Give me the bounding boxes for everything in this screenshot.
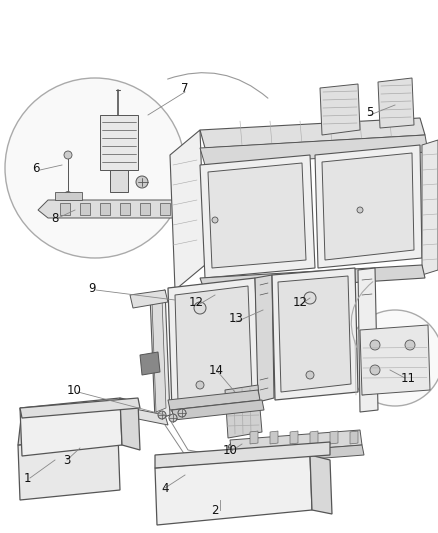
- Polygon shape: [170, 130, 205, 290]
- Circle shape: [136, 176, 148, 188]
- Text: 7: 7: [181, 82, 189, 94]
- Polygon shape: [422, 140, 438, 275]
- Circle shape: [261, 440, 268, 448]
- Text: 9: 9: [88, 281, 96, 295]
- Circle shape: [64, 151, 72, 159]
- Circle shape: [5, 78, 185, 258]
- Polygon shape: [255, 275, 274, 402]
- Polygon shape: [110, 170, 128, 192]
- Polygon shape: [250, 431, 258, 444]
- Polygon shape: [55, 192, 82, 200]
- Text: 12: 12: [293, 295, 307, 309]
- Text: 6: 6: [32, 161, 40, 174]
- Circle shape: [405, 340, 415, 350]
- Polygon shape: [360, 325, 430, 395]
- Text: 8: 8: [51, 212, 59, 224]
- Polygon shape: [168, 390, 260, 410]
- Polygon shape: [175, 286, 252, 402]
- Polygon shape: [18, 400, 128, 445]
- Polygon shape: [80, 203, 90, 215]
- Polygon shape: [120, 398, 140, 450]
- Circle shape: [370, 365, 380, 375]
- Polygon shape: [272, 268, 358, 400]
- Text: 11: 11: [400, 372, 416, 384]
- Polygon shape: [232, 445, 364, 465]
- Polygon shape: [330, 431, 338, 444]
- Text: 2: 2: [211, 504, 219, 516]
- Polygon shape: [172, 400, 264, 420]
- Polygon shape: [155, 455, 312, 525]
- Polygon shape: [60, 203, 70, 215]
- Polygon shape: [322, 153, 414, 260]
- Polygon shape: [208, 163, 306, 268]
- Polygon shape: [350, 431, 358, 444]
- Polygon shape: [200, 135, 428, 165]
- Polygon shape: [20, 398, 140, 418]
- Circle shape: [229, 443, 236, 450]
- Circle shape: [196, 381, 204, 389]
- Polygon shape: [358, 268, 378, 412]
- Polygon shape: [310, 431, 318, 444]
- Polygon shape: [378, 78, 414, 128]
- Circle shape: [194, 302, 206, 314]
- Circle shape: [347, 310, 438, 406]
- Text: 1: 1: [23, 472, 31, 484]
- Polygon shape: [38, 200, 185, 218]
- Polygon shape: [140, 352, 160, 375]
- Polygon shape: [290, 431, 298, 444]
- Text: 14: 14: [208, 364, 223, 376]
- Polygon shape: [150, 290, 170, 420]
- Polygon shape: [140, 203, 150, 215]
- Polygon shape: [168, 278, 260, 412]
- Polygon shape: [118, 400, 128, 435]
- Circle shape: [240, 440, 247, 448]
- Text: 3: 3: [64, 454, 71, 466]
- Polygon shape: [200, 265, 425, 292]
- Circle shape: [178, 409, 186, 417]
- Polygon shape: [160, 203, 170, 215]
- Text: 12: 12: [188, 295, 204, 309]
- Polygon shape: [315, 145, 422, 268]
- Text: 5: 5: [366, 106, 374, 118]
- Polygon shape: [230, 430, 362, 455]
- Polygon shape: [152, 298, 166, 412]
- Text: 4: 4: [161, 481, 169, 495]
- Circle shape: [357, 207, 363, 213]
- Polygon shape: [20, 398, 122, 456]
- Polygon shape: [130, 290, 168, 308]
- Polygon shape: [200, 118, 425, 148]
- Polygon shape: [120, 203, 130, 215]
- Text: 10: 10: [67, 384, 81, 397]
- Circle shape: [64, 191, 71, 198]
- Polygon shape: [18, 435, 120, 500]
- Polygon shape: [225, 385, 262, 438]
- Circle shape: [304, 292, 316, 304]
- Polygon shape: [278, 276, 351, 392]
- Circle shape: [251, 443, 258, 450]
- Text: 10: 10: [223, 443, 237, 456]
- Polygon shape: [100, 203, 110, 215]
- Polygon shape: [155, 442, 330, 468]
- Circle shape: [370, 340, 380, 350]
- Circle shape: [169, 414, 177, 422]
- Polygon shape: [200, 155, 315, 278]
- Polygon shape: [130, 408, 168, 425]
- Text: 13: 13: [229, 311, 244, 325]
- Polygon shape: [270, 431, 278, 444]
- Polygon shape: [320, 84, 360, 135]
- Polygon shape: [100, 115, 138, 170]
- Circle shape: [158, 411, 166, 419]
- Polygon shape: [310, 455, 332, 514]
- Circle shape: [306, 371, 314, 379]
- Circle shape: [212, 217, 218, 223]
